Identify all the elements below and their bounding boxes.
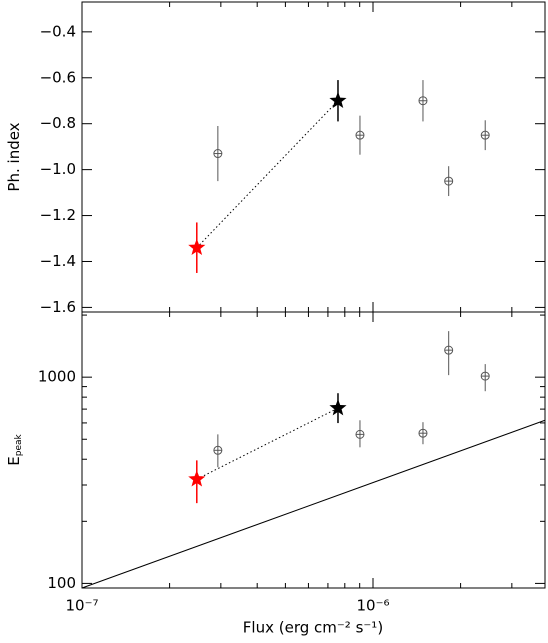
y-tick-label: −1.0	[40, 160, 76, 178]
y-axis-label-main: E	[5, 456, 23, 465]
y-axis-label: Ph. index	[5, 122, 23, 191]
y-axis-label-main: Ph. index	[5, 122, 23, 191]
star-marker	[188, 238, 206, 255]
y-tick-label: 100	[47, 574, 76, 592]
y-axis-label: Epeak	[5, 433, 24, 465]
y-tick-label: −1.6	[40, 298, 76, 316]
star-marker	[329, 399, 347, 416]
y-tick-label: 1000	[38, 368, 76, 386]
y-tick-label: −0.8	[40, 114, 76, 132]
star-marker	[188, 470, 206, 487]
x-tick-label: 10⁻⁷	[65, 597, 98, 615]
plot-frame	[81, 1, 546, 313]
y-tick-label: −0.6	[40, 68, 76, 86]
plot-frame	[81, 311, 546, 589]
reference-line	[81, 419, 546, 589]
y-tick-label: −0.4	[40, 22, 76, 40]
y-tick-label: −1.2	[40, 206, 76, 224]
star-marker	[329, 91, 347, 109]
y-axis-label-sub: peak	[14, 433, 24, 456]
x-axis-label: Flux (erg cm⁻² s⁻¹)	[243, 619, 383, 637]
y-tick-label: −1.4	[40, 252, 76, 270]
x-tick-label: 10⁻⁶	[356, 597, 389, 615]
